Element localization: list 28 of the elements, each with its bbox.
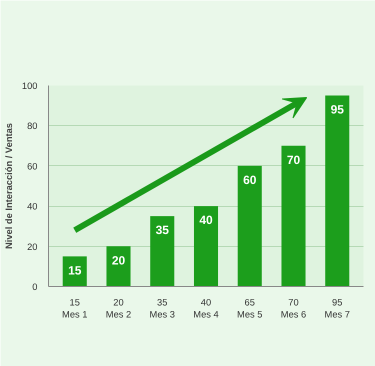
x-tick-label: 70 Mes 6 [280, 298, 306, 320]
bar [150, 216, 174, 286]
bar [281, 146, 306, 286]
x-tick-label: 15 Mes 1 [62, 298, 88, 320]
y-axis-title: Nivel de Interacción / Ventas [4, 123, 14, 249]
data-label: 95 [330, 102, 344, 117]
x-tick-label: 40 Mes 4 [193, 298, 219, 320]
x-tick-label: 35 Mes 3 [150, 298, 175, 320]
y-tick-label: 20 [27, 242, 38, 252]
bar [194, 206, 218, 286]
data-label: 40 [199, 213, 213, 228]
y-tick-label: 40 [27, 202, 38, 212]
bar [238, 166, 262, 286]
data-label: 60 [243, 172, 257, 187]
data-label: 35 [156, 223, 170, 238]
data-label: 20 [112, 253, 126, 268]
data-label: 15 [68, 263, 82, 278]
bar [106, 246, 131, 286]
bar [62, 256, 87, 286]
y-tick-label: 0 [32, 282, 38, 292]
x-tick-label: 20 Mes 2 [106, 298, 132, 320]
bar [325, 96, 350, 286]
data-label: 70 [286, 152, 300, 167]
y-tick-label: 100 [22, 81, 38, 91]
x-tick-label: 95 Mes 7 [324, 298, 350, 320]
y-tick-label: 60 [27, 161, 38, 172]
x-tick-label: 65 Mes 5 [237, 298, 262, 320]
y-tick-label: 80 [27, 121, 38, 132]
